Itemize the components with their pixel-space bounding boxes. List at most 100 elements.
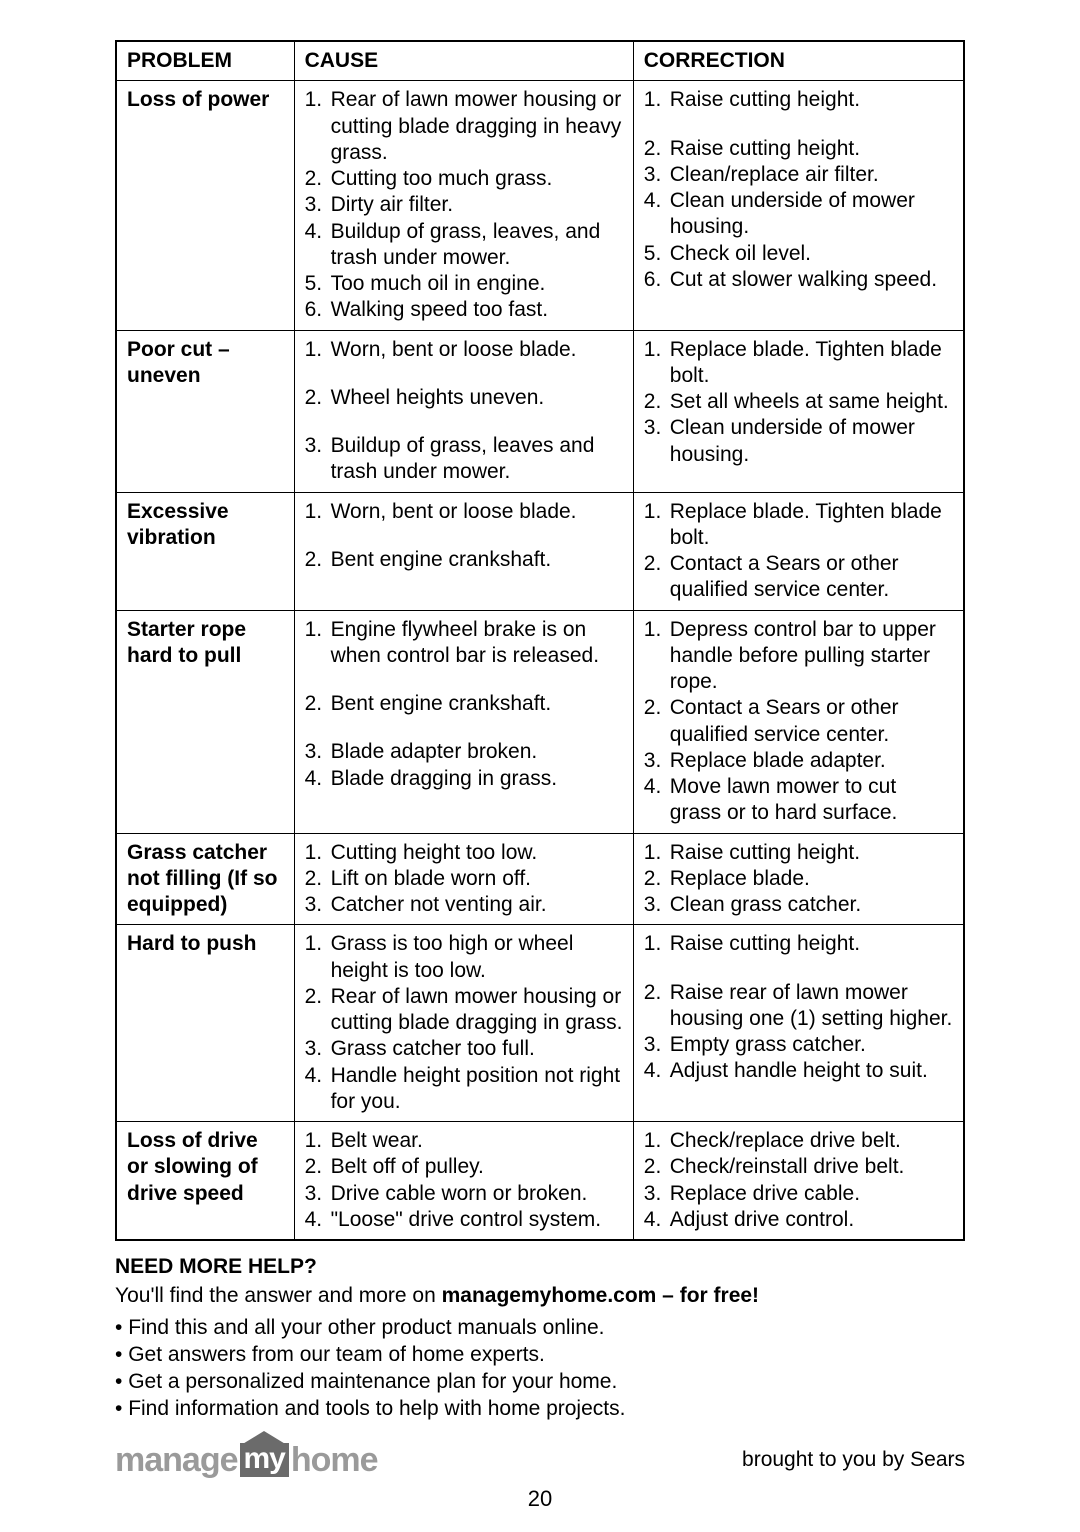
- correction-item: 4.Clean underside of mower housing.: [644, 188, 953, 241]
- cause-cell: 1.Belt wear.2.Belt off of pulley.3.Drive…: [294, 1122, 633, 1241]
- correction-item: 4.Adjust handle height to suit.: [644, 1058, 953, 1084]
- cause-item: 4.Blade dragging in grass.: [305, 766, 623, 792]
- correction-item: 1.Check/replace drive belt.: [644, 1128, 953, 1154]
- header-correction: CORRECTION: [633, 41, 964, 81]
- cause-item: 1.Worn, bent or loose blade.: [305, 337, 623, 363]
- correction-item: 3.Replace drive cable.: [644, 1181, 953, 1207]
- correction-item: 2.Check/reinstall drive belt.: [644, 1154, 953, 1180]
- cause-item: 1.Grass is too high or wheel height is t…: [305, 931, 623, 984]
- help-bullet: Get a personalized maintenance plan for …: [115, 1368, 965, 1395]
- table-row: Excessive vibration1.Worn, bent or loose…: [116, 492, 964, 610]
- cause-item: 4.Buildup of grass, leaves, and trash un…: [305, 219, 623, 272]
- logo-part-manage: manage: [115, 1441, 238, 1480]
- cause-item: 2.Bent engine crankshaft.: [305, 547, 623, 573]
- correction-item: 1.Depress control bar to upper handle be…: [644, 617, 953, 696]
- problem-cell: Poor cut – uneven: [116, 330, 294, 492]
- correction-item: 3.Clean/replace air filter.: [644, 162, 953, 188]
- cause-item: 3.Buildup of grass, leaves and trash und…: [305, 433, 623, 486]
- cause-item: 1.Worn, bent or loose blade.: [305, 499, 623, 525]
- problem-cell: Loss of power: [116, 81, 294, 330]
- header-problem: PROBLEM: [116, 41, 294, 81]
- help-bullet: Find this and all your other product man…: [115, 1314, 965, 1341]
- help-intro-bold: managemyhome.com – for free!: [442, 1284, 759, 1307]
- correction-item: 2.Contact a Sears or other qualified ser…: [644, 551, 953, 604]
- cause-item: 3.Catcher not venting air.: [305, 892, 623, 918]
- correction-item: 3.Clean grass catcher.: [644, 892, 953, 918]
- correction-cell: 1.Replace blade. Tighten blade bolt.2.Se…: [633, 330, 964, 492]
- cause-item: 1.Belt wear.: [305, 1128, 623, 1154]
- cause-item: 3.Blade adapter broken.: [305, 739, 623, 765]
- cause-cell: 1.Engine flywheel brake is on when contr…: [294, 610, 633, 833]
- help-section: NEED MORE HELP? You'll find the answer a…: [115, 1253, 965, 1423]
- footer-attribution: brought to you by Sears: [742, 1448, 965, 1472]
- cause-item: 2.Belt off of pulley.: [305, 1154, 623, 1180]
- correction-item: 1.Raise cutting height.: [644, 931, 953, 957]
- help-intro: You'll find the answer and more on manag…: [115, 1282, 965, 1309]
- cause-item: 1.Rear of lawn mower housing or cutting …: [305, 87, 623, 166]
- table-header-row: PROBLEM CAUSE CORRECTION: [116, 41, 964, 81]
- correction-cell: 1.Check/replace drive belt.2.Check/reins…: [633, 1122, 964, 1241]
- help-list: Find this and all your other product man…: [115, 1314, 965, 1423]
- correction-item: 2.Raise cutting height.: [644, 136, 953, 162]
- correction-item: 1.Replace blade. Tighten blade bolt.: [644, 337, 953, 390]
- table-row: Loss of drive or slowing of drive speed1…: [116, 1122, 964, 1241]
- table-row: Poor cut – uneven1.Worn, bent or loose b…: [116, 330, 964, 492]
- help-bullet: Find information and tools to help with …: [115, 1395, 965, 1422]
- cause-item: 1.Cutting height too low.: [305, 840, 623, 866]
- problem-cell: Excessive vibration: [116, 492, 294, 610]
- cause-item: 2.Bent engine crankshaft.: [305, 691, 623, 717]
- cause-item: 6.Walking speed too fast.: [305, 297, 623, 323]
- correction-cell: 1.Raise cutting height. 2.Raise rear of l…: [633, 925, 964, 1122]
- cause-item: 2.Cutting too much grass.: [305, 166, 623, 192]
- cause-item: 2.Lift on blade worn off.: [305, 866, 623, 892]
- cause-cell: 1.Cutting height too low.2.Lift on blade…: [294, 833, 633, 925]
- cause-item: 2.Rear of lawn mower housing or cutting …: [305, 984, 623, 1037]
- header-cause: CAUSE: [294, 41, 633, 81]
- correction-item: 5.Check oil level.: [644, 241, 953, 267]
- logo-part-my: my: [240, 1443, 289, 1477]
- problem-cell: Grass catcher not filling (If so equippe…: [116, 833, 294, 925]
- correction-cell: 1.Depress control bar to upper handle be…: [633, 610, 964, 833]
- help-bullet: Get answers from our team of home expert…: [115, 1341, 965, 1368]
- footer-row: manage my home brought to you by Sears: [115, 1441, 965, 1480]
- cause-cell: 1.Rear of lawn mower housing or cutting …: [294, 81, 633, 330]
- correction-item: 6.Cut at slower walking speed.: [644, 267, 953, 293]
- problem-cell: Starter rope hard to pull: [116, 610, 294, 833]
- cause-item: 3.Grass catcher too full.: [305, 1036, 623, 1062]
- correction-item: 2.Contact a Sears or other qualified ser…: [644, 695, 953, 748]
- cause-item: 3.Dirty air filter.: [305, 192, 623, 218]
- help-title: NEED MORE HELP?: [115, 1253, 965, 1280]
- table-row: Loss of power1.Rear of lawn mower housin…: [116, 81, 964, 330]
- cause-cell: 1.Worn, bent or loose blade. 2.Bent engin…: [294, 492, 633, 610]
- table-row: Grass catcher not filling (If so equippe…: [116, 833, 964, 925]
- cause-item: 5.Too much oil in engine.: [305, 271, 623, 297]
- correction-item: 1.Raise cutting height.: [644, 840, 953, 866]
- correction-cell: 1.Raise cutting height.2.Replace blade.3…: [633, 833, 964, 925]
- cause-cell: 1.Worn, bent or loose blade. 2.Wheel heig…: [294, 330, 633, 492]
- correction-item: 3.Empty grass catcher.: [644, 1032, 953, 1058]
- logo-part-home: home: [291, 1441, 378, 1480]
- cause-item: 1.Engine flywheel brake is on when contr…: [305, 617, 623, 670]
- correction-cell: 1.Raise cutting height. 2.Raise cutting h…: [633, 81, 964, 330]
- correction-item: 1.Raise cutting height.: [644, 87, 953, 113]
- cause-cell: 1.Grass is too high or wheel height is t…: [294, 925, 633, 1122]
- managemyhome-logo: manage my home: [115, 1441, 378, 1480]
- cause-item: 2.Wheel heights uneven.: [305, 385, 623, 411]
- page-number: 20: [115, 1486, 965, 1512]
- problem-cell: Loss of drive or slowing of drive speed: [116, 1122, 294, 1241]
- correction-item: 4.Move lawn mower to cut grass or to har…: [644, 774, 953, 827]
- table-row: Starter rope hard to pull1.Engine flywhe…: [116, 610, 964, 833]
- cause-item: 3.Drive cable worn or broken.: [305, 1181, 623, 1207]
- correction-item: 1.Replace blade. Tighten blade bolt.: [644, 499, 953, 552]
- correction-item: 3.Replace blade adapter.: [644, 748, 953, 774]
- correction-item: 2.Set all wheels at same height.: [644, 389, 953, 415]
- help-intro-pre: You'll find the answer and more on: [115, 1284, 442, 1307]
- cause-item: 4.Handle height position not right for y…: [305, 1063, 623, 1116]
- cause-item: 4."Loose" drive control system.: [305, 1207, 623, 1233]
- table-row: Hard to push1.Grass is too high or wheel…: [116, 925, 964, 1122]
- problem-cell: Hard to push: [116, 925, 294, 1122]
- correction-item: 2.Replace blade.: [644, 866, 953, 892]
- correction-item: 2.Raise rear of lawn mower housing one (…: [644, 980, 953, 1033]
- correction-item: 4.Adjust drive control.: [644, 1207, 953, 1233]
- correction-item: 3.Clean underside of mower housing.: [644, 415, 953, 468]
